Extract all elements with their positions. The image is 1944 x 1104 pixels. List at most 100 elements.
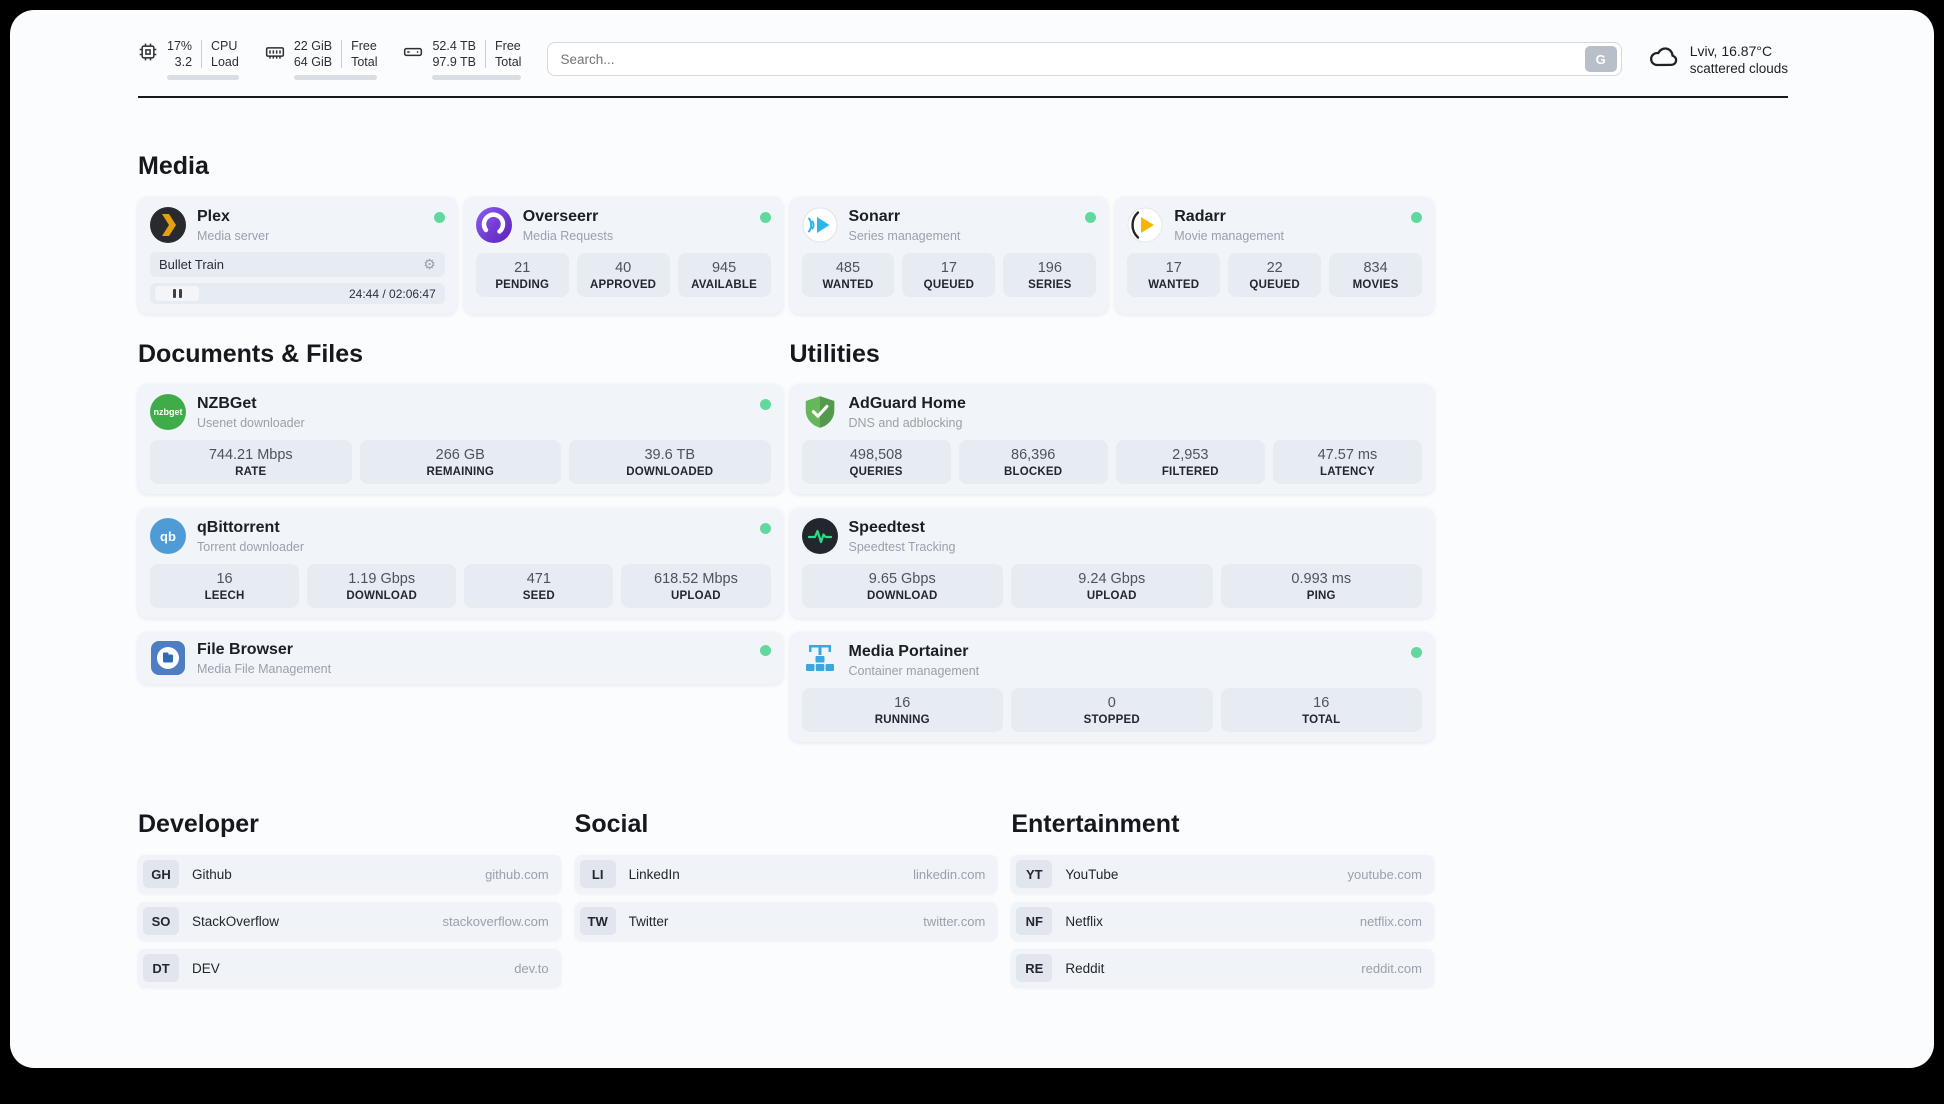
stat-value: 16: [216, 571, 233, 587]
status-dot: [1411, 212, 1422, 223]
pause-button[interactable]: [155, 286, 199, 301]
bookmark-abbr: GH: [143, 860, 179, 888]
ram-icon: [265, 42, 285, 67]
disk-free-value: 52.4 TB: [432, 39, 477, 53]
stat-value: 16: [1313, 695, 1330, 711]
stat-value: 39.6 TB: [644, 447, 696, 463]
bookmark-dev[interactable]: DT DEV dev.to: [138, 949, 561, 987]
bookmark-url: dev.to: [514, 960, 549, 976]
bookmark-github[interactable]: GH Github github.com: [138, 855, 561, 893]
section-title-media: Media: [138, 152, 209, 180]
stat-value: 196: [1037, 260, 1062, 276]
status-dot: [1411, 647, 1422, 658]
app-subtitle: Media File Management: [197, 662, 332, 676]
bookmark-netflix[interactable]: NF Netflix netflix.com: [1011, 902, 1434, 940]
bookmark-url: stackoverflow.com: [442, 913, 549, 929]
stat-tile: 9.65 Gbps DOWNLOAD: [801, 564, 1003, 608]
top-bar: 17% 3.2 CPU Load 22 Gi: [10, 10, 1934, 80]
stat-label: WANTED: [1148, 279, 1200, 291]
bookmark-twitter[interactable]: TW Twitter twitter.com: [574, 902, 998, 940]
bookmark-name: StackOverflow: [192, 913, 280, 929]
bookmark-linkedin[interactable]: LI LinkedIn linkedin.com: [574, 855, 998, 893]
status-dot: [759, 212, 771, 223]
stat-tile: 47.57 ms LATENCY: [1272, 440, 1422, 484]
stat-label: BLOCKED: [1004, 466, 1063, 478]
portainer-card[interactable]: Media Portainer Container management 16 …: [789, 632, 1434, 742]
search-bar: G: [547, 42, 1622, 76]
cpu-load-value: 3.2: [174, 55, 193, 69]
nzbget-card[interactable]: nzbget NZBGet Usenet downloader 744.21 M…: [138, 384, 783, 494]
sonarr-icon: [802, 207, 838, 243]
filebrowser-card[interactable]: File Browser Media File Management: [138, 632, 783, 684]
playback-progress-bar[interactable]: 24:44 / 02:06:47: [150, 283, 445, 304]
section-media: Media Plex Media server: [138, 152, 1934, 314]
qbittorrent-card[interactable]: qb qBittorrent Torrent downloader 16 LEE…: [138, 508, 783, 618]
overseerr-card[interactable]: Overseerr Media Requests 21 PENDING 40 A…: [463, 197, 783, 314]
stat-label: QUEUED: [923, 279, 975, 291]
sonarr-card[interactable]: Sonarr Series management 485 WANTED 17 Q…: [789, 197, 1109, 314]
monitor-divider: [341, 40, 343, 68]
gear-icon[interactable]: ⚙: [423, 256, 436, 272]
stat-label: RUNNING: [874, 714, 930, 726]
stat-label: SEED: [522, 590, 555, 602]
search-input[interactable]: [560, 51, 1585, 67]
stat-tile: 40 APPROVED: [576, 253, 670, 297]
main-content: Media Plex Media server: [10, 152, 1934, 1046]
status-dot: [433, 212, 445, 223]
bookmark-url: youtube.com: [1347, 866, 1422, 882]
stat-tile: 9.24 Gbps UPLOAD: [1011, 564, 1213, 608]
stat-value: 40: [615, 260, 632, 276]
bookmark-abbr: NF: [1016, 907, 1053, 935]
stat-tile: 39.6 TB DOWNLOADED: [569, 440, 771, 484]
monitor-divider: [485, 40, 487, 68]
stat-label: FILTERED: [1161, 466, 1219, 478]
disk-total-value: 97.9 TB: [432, 55, 477, 69]
section-title-developer: Developer: [138, 810, 259, 838]
bookmark-url: netflix.com: [1359, 913, 1422, 929]
stat-tile: 17 WANTED: [1127, 253, 1221, 297]
portainer-icon: [802, 642, 838, 678]
app-name: NZBGet: [197, 395, 257, 412]
search-engine-button[interactable]: G: [1584, 46, 1617, 72]
bookmark-stackoverflow[interactable]: SO StackOverflow stackoverflow.com: [138, 902, 561, 940]
adguard-card[interactable]: AdGuard Home DNS and adblocking 498,508 …: [789, 384, 1434, 494]
stat-value: 618.52 Mbps: [654, 571, 738, 587]
qbittorrent-icon-text: qb: [160, 528, 176, 544]
app-name: AdGuard Home: [848, 395, 966, 412]
stat-value: 21: [514, 260, 531, 276]
bookmark-name: Reddit: [1065, 960, 1105, 976]
stat-label: STOPPED: [1083, 714, 1140, 726]
section-documents: Documents & Files nzbget NZBGet Usenet d…: [138, 340, 783, 756]
adguard-icon: [802, 394, 838, 430]
weather-widget: Lviv, 16.87°C scattered clouds: [1648, 41, 1788, 78]
weather-location: Lviv, 16.87°C: [1689, 42, 1773, 59]
bookmark-abbr: DT: [143, 954, 179, 982]
stat-tile: 0.993 ms PING: [1220, 564, 1422, 608]
stat-value: 498,508: [849, 447, 903, 463]
bookmark-youtube[interactable]: YT YouTube youtube.com: [1011, 855, 1434, 893]
bookmark-abbr: YT: [1016, 860, 1053, 888]
stat-label: RATE: [235, 466, 267, 478]
stat-tile: 21 PENDING: [475, 253, 569, 297]
stat-label: LEECH: [204, 590, 245, 602]
bookmark-reddit[interactable]: RE Reddit reddit.com: [1011, 949, 1434, 987]
stat-tile: 22 QUEUED: [1228, 253, 1322, 297]
radarr-card[interactable]: Radarr Movie management 17 WANTED 22 QUE…: [1115, 197, 1434, 314]
disk-total-label: Total: [495, 55, 522, 69]
stat-value: 16: [894, 695, 911, 711]
cpu-monitor: 17% 3.2 CPU Load: [138, 38, 239, 80]
app-subtitle: Media server: [197, 229, 270, 243]
plex-card[interactable]: Plex Media server Bullet Train ⚙ 24:44 /…: [138, 197, 457, 314]
stat-tile: 485 WANTED: [801, 253, 895, 297]
speedtest-card[interactable]: Speedtest Speedtest Tracking 9.65 Gbps D…: [789, 508, 1434, 618]
stat-tile: 16 RUNNING: [801, 688, 1003, 732]
stat-value: 834: [1363, 260, 1388, 276]
qbittorrent-icon: qb: [150, 518, 186, 554]
cloud-icon: [1648, 41, 1680, 78]
weather-condition: scattered clouds: [1689, 60, 1788, 76]
status-dot: [759, 523, 771, 534]
ram-monitor: 22 GiB 64 GiB Free Total: [265, 38, 378, 80]
bookmark-abbr: SO: [143, 907, 179, 935]
stat-label: QUEUED: [1249, 279, 1300, 291]
cpu-load-label: Load: [211, 55, 239, 69]
